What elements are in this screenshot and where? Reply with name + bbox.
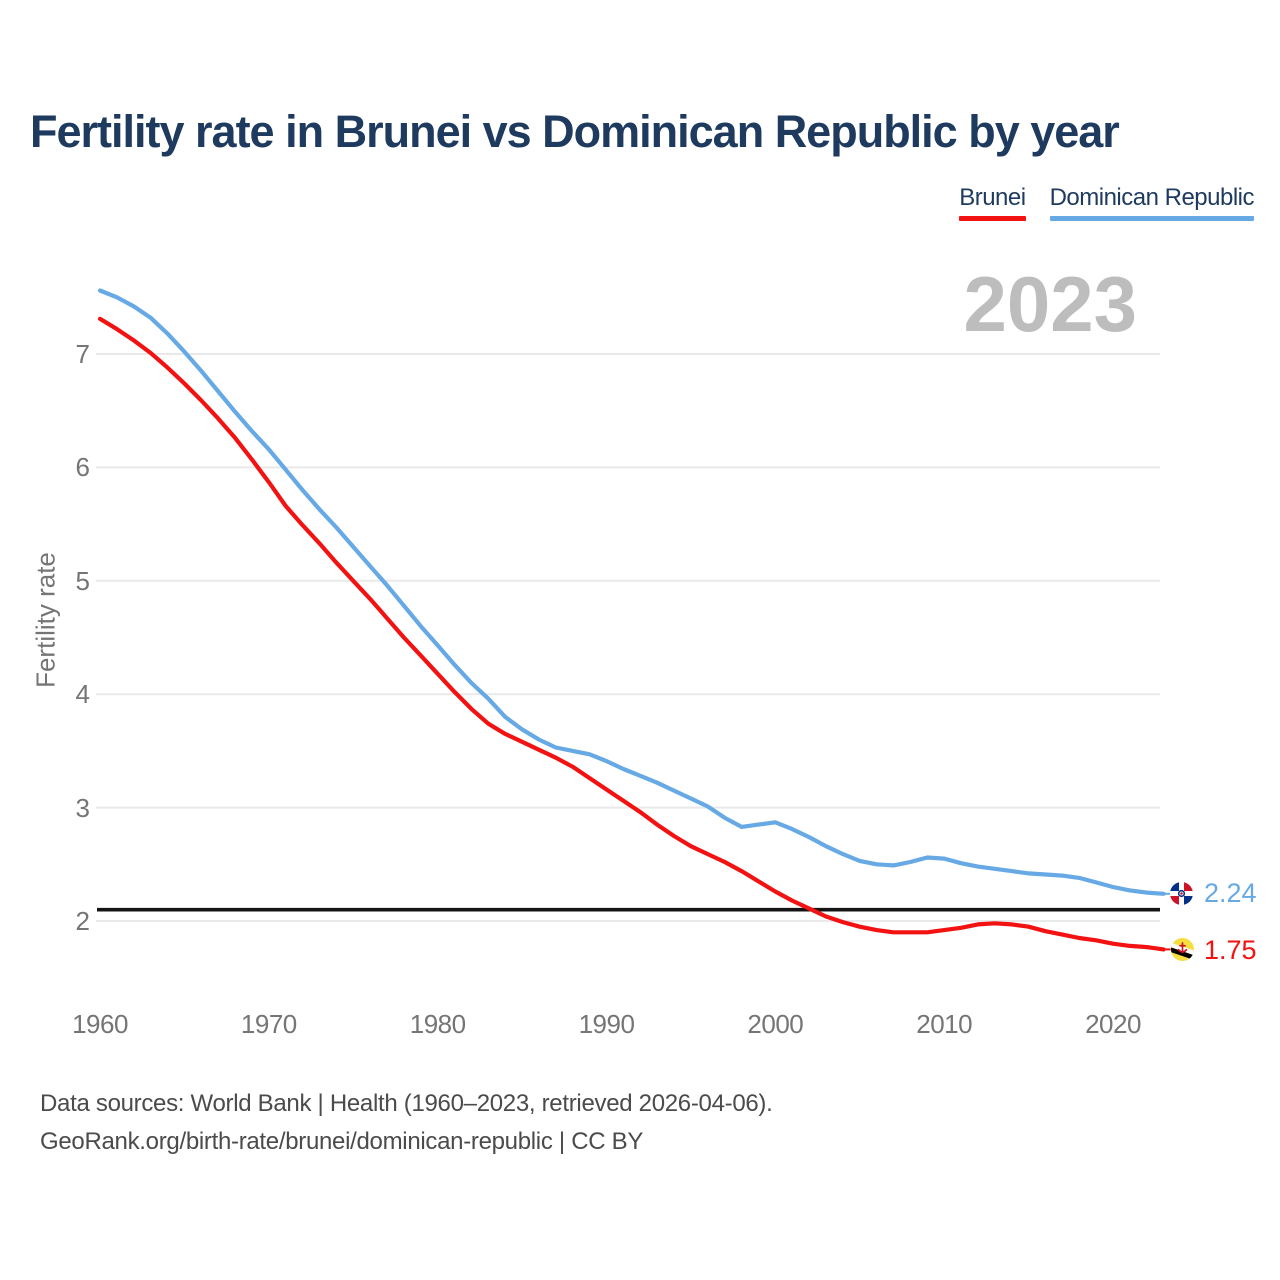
y-axis-title: Fertility rate [30, 552, 61, 688]
dominican-republic-flag-icon [1170, 882, 1193, 905]
dominican-republic-end-value: 2.24 [1204, 878, 1257, 908]
legend: Brunei Dominican Republic [959, 184, 1255, 221]
brunei-flag-icon [1171, 938, 1194, 961]
footer-url-line: GeoRank.org/birth-rate/brunei/dominican-… [40, 1128, 644, 1155]
brunei-end-value: 1.75 [1204, 935, 1257, 965]
chart-footer: Data sources: World Bank | Health (1960–… [40, 1085, 773, 1161]
legend-item-brunei[interactable]: Brunei [959, 184, 1026, 221]
legend-underline-brunei [959, 216, 1026, 221]
year-watermark: 2023 [963, 260, 1137, 348]
legend-label-dominican-republic: Dominican Republic [1049, 184, 1255, 211]
page-title: Fertility rate in Brunei vs Dominican Re… [30, 106, 1120, 157]
legend-underline-dominican-republic [1049, 216, 1254, 221]
legend-label-brunei: Brunei [959, 184, 1026, 211]
legend-item-dominican-republic[interactable]: Dominican Republic [1049, 184, 1255, 221]
footer-source-line: Data sources: World Bank | Health (1960–… [40, 1090, 773, 1117]
